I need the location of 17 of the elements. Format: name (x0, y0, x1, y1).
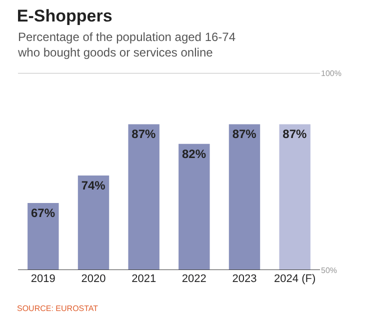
data-label: 87% (232, 127, 257, 142)
x-tick-label: 2019 (30, 273, 56, 285)
x-tick-label: 2024 (F) (274, 273, 316, 285)
data-label: 67% (30, 206, 56, 220)
x-tick-label: 2023 (232, 273, 257, 285)
y-tick-label: 100% (321, 68, 342, 78)
y-tick-label: 50% (321, 266, 338, 275)
data-label: 87% (132, 127, 156, 142)
x-tick-label: 2022 (182, 273, 206, 285)
x-tick-label: 2020 (81, 273, 106, 285)
data-label: 87% (282, 127, 308, 142)
x-tick-label: 2021 (132, 273, 156, 285)
data-label: 74% (81, 178, 106, 192)
chart-title: E-Shoppers (16, 6, 112, 26)
data-label: 82% (182, 146, 206, 161)
source-note: SOURCE: EUROSTAT (17, 304, 98, 313)
chart-subtitle: Percentage of the population aged 16-74 who bought goods or services online (17, 30, 236, 60)
